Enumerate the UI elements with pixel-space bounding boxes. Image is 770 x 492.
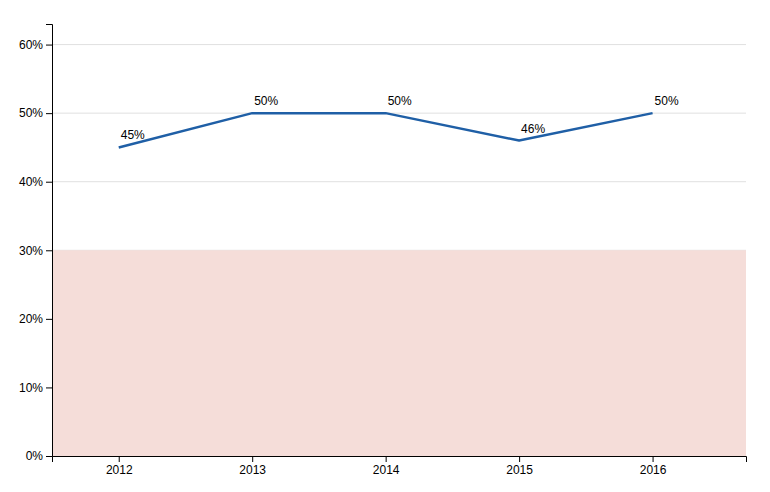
x-tick: 2013 — [239, 456, 266, 477]
y-tick-mark — [46, 250, 52, 251]
grid-line — [52, 44, 746, 45]
y-tick: 50% — [19, 106, 52, 120]
x-axis-line — [53, 457, 747, 463]
data-label: 45% — [121, 128, 145, 142]
grid-line — [52, 181, 746, 182]
x-tick-mark — [653, 456, 654, 462]
x-axis: 2012 2013 2014 2015 2016 — [53, 456, 747, 477]
y-axis-line — [46, 25, 53, 457]
y-tick-mark — [46, 319, 52, 320]
y-tick-label: 50% — [19, 106, 43, 120]
y-tick-mark — [46, 456, 52, 457]
y-tick: 30% — [19, 244, 52, 258]
threshold-band — [52, 250, 746, 456]
marks — [52, 113, 746, 456]
x-tick: 2015 — [506, 456, 533, 477]
y-tick-label: 60% — [19, 38, 43, 52]
y-tick-label: 30% — [19, 244, 43, 258]
y-axis: 0% 10% 20% 30% 40% 50% 60% — [19, 25, 53, 464]
y-tick: 0% — [26, 449, 52, 463]
x-tick: 2012 — [106, 456, 133, 477]
x-tick-label: 2014 — [373, 463, 400, 477]
y-tick-mark — [46, 387, 52, 388]
x-tick-label: 2015 — [506, 463, 533, 477]
data-label: 50% — [655, 94, 679, 108]
x-tick: 2016 — [640, 456, 667, 477]
y-tick-label: 40% — [19, 175, 43, 189]
x-tick-mark — [252, 456, 253, 462]
y-tick: 40% — [19, 175, 52, 189]
x-tick-mark — [386, 456, 387, 462]
plot: 2012 2013 2014 2015 2016 0% 10% 20% 30% 40% 50% 60%… — [19, 25, 747, 477]
chart: 2012 2013 2014 2015 2016 0% 10% 20% 30% 40% 50% 60%… — [0, 0, 770, 492]
data-labels: 45% 50% 50% 46% 50% — [121, 94, 679, 142]
line — [119, 113, 653, 147]
x-tick-label: 2013 — [239, 463, 266, 477]
y-tick: 10% — [19, 381, 52, 395]
y-tick-label: 0% — [26, 449, 44, 463]
y-tick-label: 10% — [19, 381, 43, 395]
x-tick-label: 2012 — [106, 463, 133, 477]
x-tick: 2014 — [373, 456, 400, 477]
grid-line — [52, 113, 746, 114]
y-tick: 60% — [19, 38, 52, 52]
y-tick-mark — [46, 113, 52, 114]
y-tick-label: 20% — [19, 312, 43, 326]
y-tick-mark — [46, 182, 52, 183]
x-tick-label: 2016 — [640, 463, 667, 477]
data-label: 50% — [388, 94, 412, 108]
y-tick: 20% — [19, 312, 52, 326]
x-tick-mark — [519, 456, 520, 462]
y-tick-mark — [46, 45, 52, 46]
data-label: 50% — [254, 94, 278, 108]
grid — [52, 45, 746, 456]
x-tick-mark — [119, 456, 120, 462]
data-label: 46% — [521, 122, 545, 136]
